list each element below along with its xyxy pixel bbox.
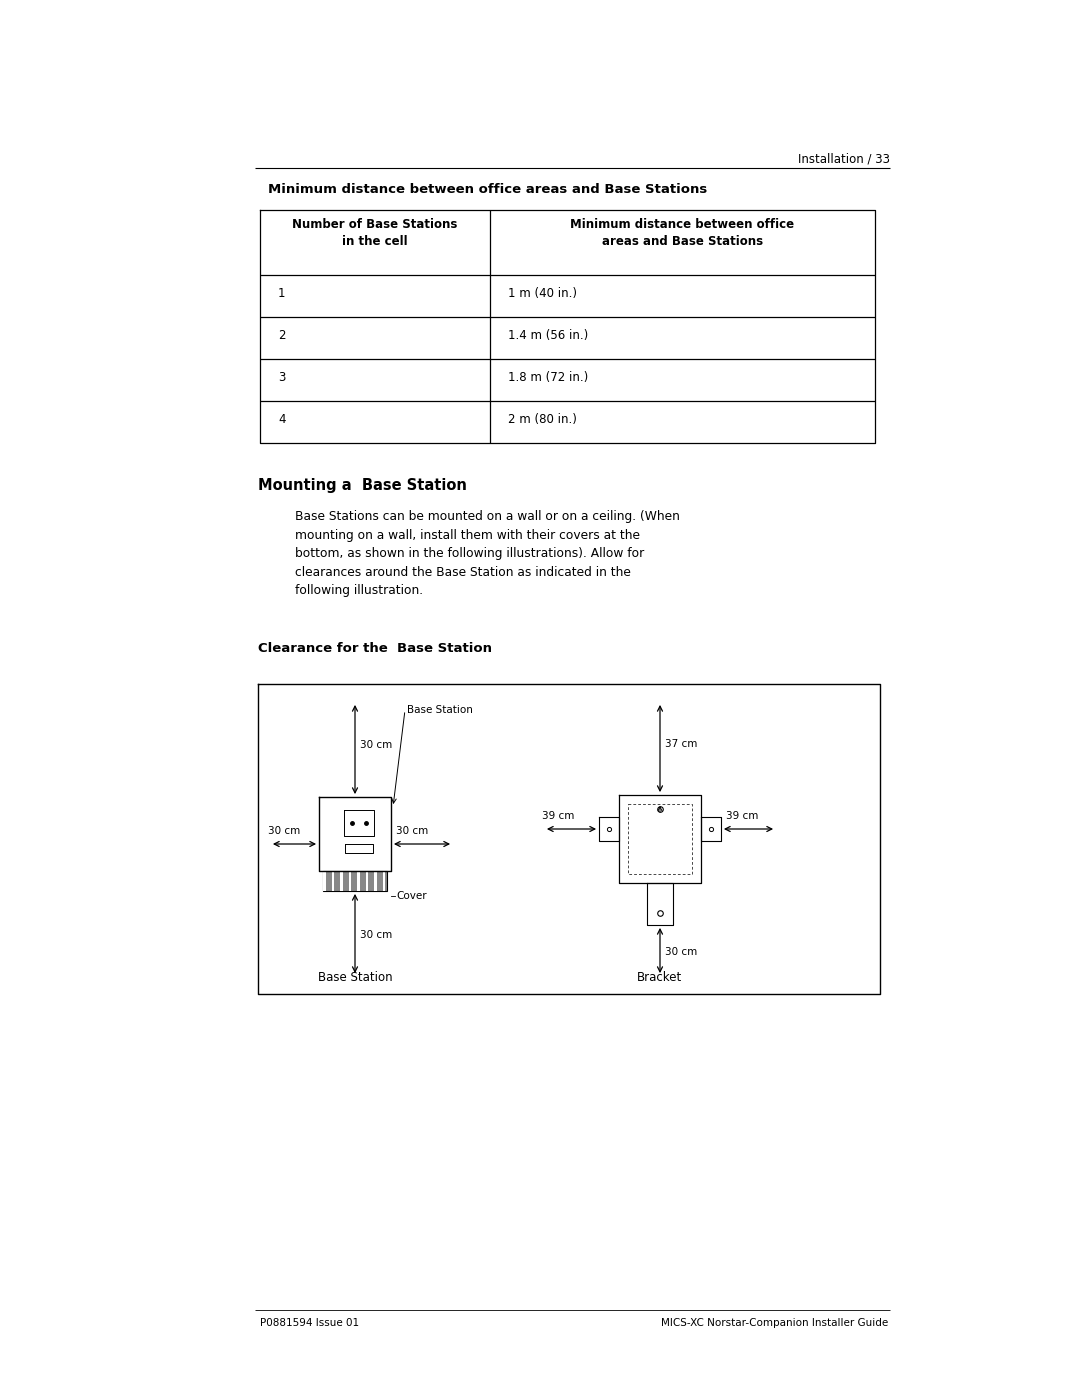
Text: Clearance for the  Base Station: Clearance for the Base Station [258, 643, 492, 655]
Text: 30 cm: 30 cm [665, 947, 698, 957]
Text: 30 cm: 30 cm [360, 740, 392, 750]
Text: Cover: Cover [396, 891, 427, 901]
Text: 30 cm: 30 cm [268, 826, 300, 835]
Bar [349, 870, 351, 891]
Text: Installation / 33: Installation / 33 [798, 152, 890, 165]
Text: MICS-XC Norstar-Companion Installer Guide: MICS-XC Norstar-Companion Installer Guid… [661, 1317, 888, 1329]
Bar [627, 805, 692, 875]
Text: 1.8 m (72 in.): 1.8 m (72 in.) [508, 372, 589, 384]
Text: 37 cm: 37 cm [665, 739, 698, 749]
Text: 30 cm: 30 cm [360, 930, 392, 940]
Bar [357, 870, 360, 891]
Text: 1.4 m (56 in.): 1.4 m (56 in.) [508, 330, 589, 342]
Text: 1 m (40 in.): 1 m (40 in.) [508, 286, 577, 300]
Text: Mounting a  Base Station: Mounting a Base Station [258, 478, 467, 493]
Text: Base Station: Base Station [407, 705, 473, 715]
Text: 2 m (80 in.): 2 m (80 in.) [508, 414, 577, 426]
Bar [366, 870, 368, 891]
Text: 39 cm: 39 cm [726, 812, 758, 821]
Text: 1: 1 [278, 286, 285, 300]
Text: 3: 3 [278, 372, 285, 384]
Text: Minimum distance between office areas and Base Stations: Minimum distance between office areas an… [268, 183, 707, 196]
Bar [332, 870, 334, 891]
Text: 4: 4 [278, 414, 285, 426]
Text: Base Stations can be mounted on a wall or on a ceiling. (When
mounting on a wall: Base Stations can be mounted on a wall o… [295, 510, 680, 597]
Text: 30 cm: 30 cm [396, 826, 429, 835]
Text: 2: 2 [278, 330, 285, 342]
Bar [323, 870, 325, 891]
Text: P0881594 Issue 01: P0881594 Issue 01 [260, 1317, 360, 1329]
Bar [374, 870, 377, 891]
Text: Base Station: Base Station [318, 971, 392, 983]
Text: Minimum distance between office
areas and Base Stations: Minimum distance between office areas an… [570, 218, 795, 249]
Text: Number of Base Stations
in the cell: Number of Base Stations in the cell [293, 218, 458, 249]
Bar [382, 870, 386, 891]
Text: Bracket: Bracket [637, 971, 683, 983]
Text: 39 cm: 39 cm [542, 812, 575, 821]
Bar [323, 870, 387, 891]
Bar [340, 870, 342, 891]
